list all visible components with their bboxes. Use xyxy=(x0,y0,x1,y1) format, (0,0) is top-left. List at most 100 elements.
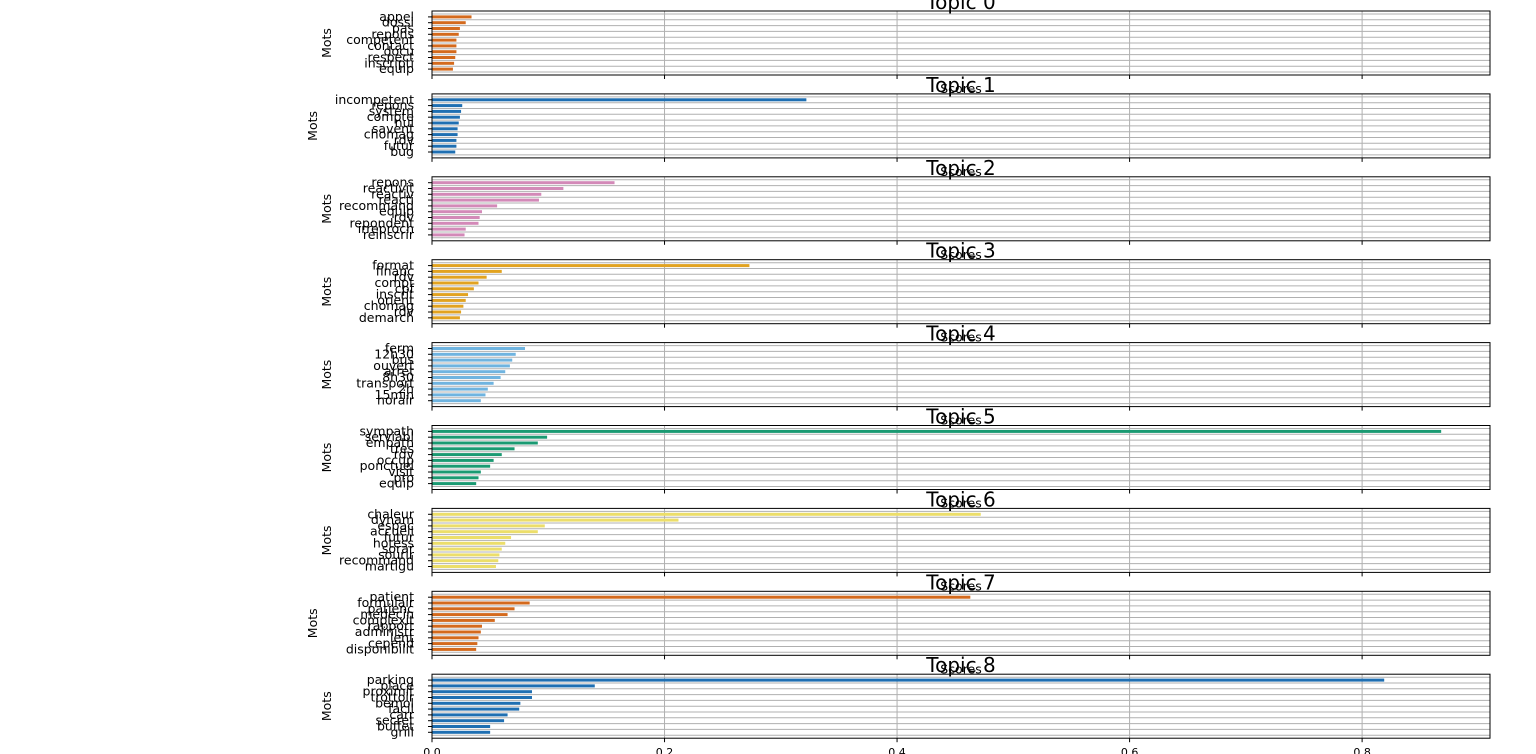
bar xyxy=(432,227,466,231)
category-label: repons xyxy=(371,98,414,113)
x-tick-label: 0.4 xyxy=(888,746,906,754)
category-label: accueil xyxy=(370,524,414,539)
axes-frame xyxy=(431,10,1491,76)
category-label: horair xyxy=(377,393,415,408)
bar xyxy=(432,399,481,403)
category-label: equip xyxy=(379,61,414,76)
bar xyxy=(432,696,532,699)
bar xyxy=(432,210,482,214)
category-label: appel xyxy=(379,9,414,24)
category-label: espac xyxy=(377,518,414,533)
category-label: carr xyxy=(389,707,414,722)
panel-title: Topic 7 xyxy=(925,570,995,594)
category-label: patient xyxy=(370,589,415,604)
bar xyxy=(432,458,494,462)
panel-title: Topic 3 xyxy=(925,239,995,263)
axes-frame xyxy=(431,507,1491,573)
bar xyxy=(432,352,516,356)
category-label: transport xyxy=(356,375,414,390)
bar xyxy=(432,624,482,628)
bar xyxy=(432,701,521,705)
category-label: empath xyxy=(366,435,414,450)
bar xyxy=(432,233,465,237)
bar xyxy=(432,713,508,717)
category-label: equip xyxy=(379,204,414,219)
category-label: recommand xyxy=(339,198,414,213)
category-label: pro xyxy=(394,470,414,485)
category-label: compte xyxy=(367,109,415,124)
bar xyxy=(432,347,526,350)
category-label: reactivit xyxy=(363,181,414,196)
bar xyxy=(432,204,498,208)
category-label: savent xyxy=(372,121,414,136)
category-label: orient xyxy=(377,292,414,307)
category-label: bus xyxy=(392,352,414,367)
category-label: proximit xyxy=(363,684,415,699)
category-label: ferm xyxy=(385,341,414,356)
bar xyxy=(432,524,545,528)
axes-frame xyxy=(431,176,1491,242)
category-label: martigu xyxy=(365,559,414,574)
bar xyxy=(432,67,453,71)
bar xyxy=(432,221,479,225)
bar xyxy=(432,464,491,468)
axes-frame xyxy=(431,425,1491,490)
bar xyxy=(432,370,506,374)
bar xyxy=(432,298,466,302)
category-label: equip xyxy=(379,476,414,491)
category-label: format xyxy=(372,258,414,273)
category-label: buffet xyxy=(377,719,414,734)
bar xyxy=(432,216,480,219)
x-axis-label: Scores xyxy=(940,413,982,428)
category-label: 15min xyxy=(375,387,414,402)
bar xyxy=(432,44,457,48)
x-axis-label: Scores xyxy=(940,247,982,262)
category-label: pas xyxy=(392,21,414,36)
topic-panel: incompetentreponssystemcomptenulsaventch… xyxy=(305,73,1491,179)
topic-panel: chaleurdynamespacaccueilfuturhotesssorar… xyxy=(319,487,1491,593)
bar xyxy=(432,27,460,30)
category-label: ponctuel xyxy=(360,458,414,473)
bar xyxy=(432,275,487,279)
bar xyxy=(432,56,456,59)
category-label: secret xyxy=(375,713,414,728)
category-label: competent xyxy=(346,32,414,47)
bar xyxy=(432,121,459,125)
x-tick-label: 0.8 xyxy=(1353,746,1371,754)
bar xyxy=(432,264,750,268)
category-label: inscripti xyxy=(364,55,414,70)
category-label: cpf xyxy=(395,281,415,296)
x-axis-label: Scores xyxy=(940,578,982,593)
bar xyxy=(432,536,512,539)
bar xyxy=(432,381,494,385)
category-label: rdv xyxy=(394,132,415,147)
x-tick-label: 0.6 xyxy=(1121,746,1139,754)
bar xyxy=(432,476,479,480)
bar xyxy=(432,647,477,651)
category-label: visit xyxy=(388,464,414,479)
bar xyxy=(432,518,679,522)
bar xyxy=(432,198,539,202)
bar xyxy=(432,707,520,711)
category-label: chomag xyxy=(364,298,414,313)
topic-panel: reponsreactivitreactivreactirecommandequ… xyxy=(319,156,1491,262)
category-label: reacti xyxy=(379,192,414,207)
category-label: docu xyxy=(384,44,414,59)
bar xyxy=(432,595,971,599)
bar xyxy=(432,192,542,196)
topic-panel: parkingplaceproximittrottoirbemolfacilca… xyxy=(319,653,1491,743)
category-label: parking xyxy=(367,672,414,687)
bar xyxy=(432,541,506,545)
bar xyxy=(432,38,457,42)
y-axis-label: Mots xyxy=(319,360,334,390)
bar xyxy=(432,15,472,19)
bar xyxy=(432,293,469,297)
bar xyxy=(432,678,1385,682)
bar xyxy=(432,181,615,185)
x-axis-label: Scores xyxy=(940,164,982,179)
bar xyxy=(432,553,500,557)
bar xyxy=(432,429,1442,433)
x-tick-label: 0.0 xyxy=(423,746,441,754)
bar xyxy=(432,32,459,36)
